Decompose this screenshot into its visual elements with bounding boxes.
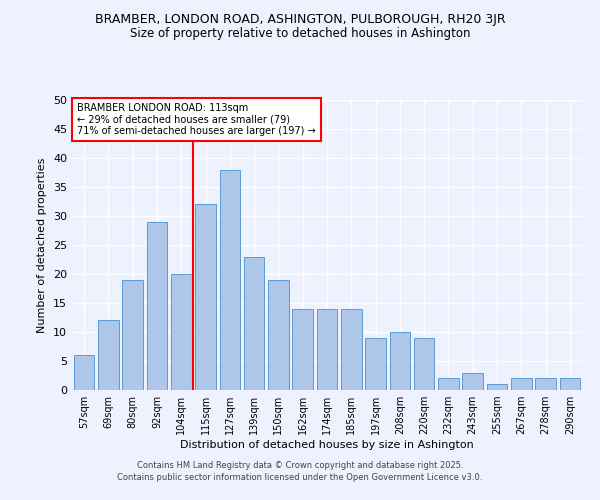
Bar bbox=[74, 355, 94, 390]
Bar bbox=[146, 222, 167, 390]
Y-axis label: Number of detached properties: Number of detached properties bbox=[37, 158, 47, 332]
Bar bbox=[414, 338, 434, 390]
Bar bbox=[122, 280, 143, 390]
Text: Contains HM Land Registry data © Crown copyright and database right 2025.
Contai: Contains HM Land Registry data © Crown c… bbox=[118, 461, 482, 482]
Bar bbox=[220, 170, 240, 390]
Bar bbox=[171, 274, 191, 390]
Text: Size of property relative to detached houses in Ashington: Size of property relative to detached ho… bbox=[130, 28, 470, 40]
Text: BRAMBER LONDON ROAD: 113sqm
← 29% of detached houses are smaller (79)
71% of sem: BRAMBER LONDON ROAD: 113sqm ← 29% of det… bbox=[77, 103, 316, 136]
Bar bbox=[463, 372, 483, 390]
X-axis label: Distribution of detached houses by size in Ashington: Distribution of detached houses by size … bbox=[180, 440, 474, 450]
Bar bbox=[487, 384, 508, 390]
Bar bbox=[98, 320, 119, 390]
Bar bbox=[389, 332, 410, 390]
Bar bbox=[292, 309, 313, 390]
Bar bbox=[365, 338, 386, 390]
Text: BRAMBER, LONDON ROAD, ASHINGTON, PULBOROUGH, RH20 3JR: BRAMBER, LONDON ROAD, ASHINGTON, PULBORO… bbox=[95, 12, 505, 26]
Bar bbox=[511, 378, 532, 390]
Bar bbox=[560, 378, 580, 390]
Bar bbox=[535, 378, 556, 390]
Bar bbox=[438, 378, 459, 390]
Bar bbox=[268, 280, 289, 390]
Bar bbox=[244, 256, 265, 390]
Bar bbox=[195, 204, 216, 390]
Bar bbox=[317, 309, 337, 390]
Bar bbox=[341, 309, 362, 390]
